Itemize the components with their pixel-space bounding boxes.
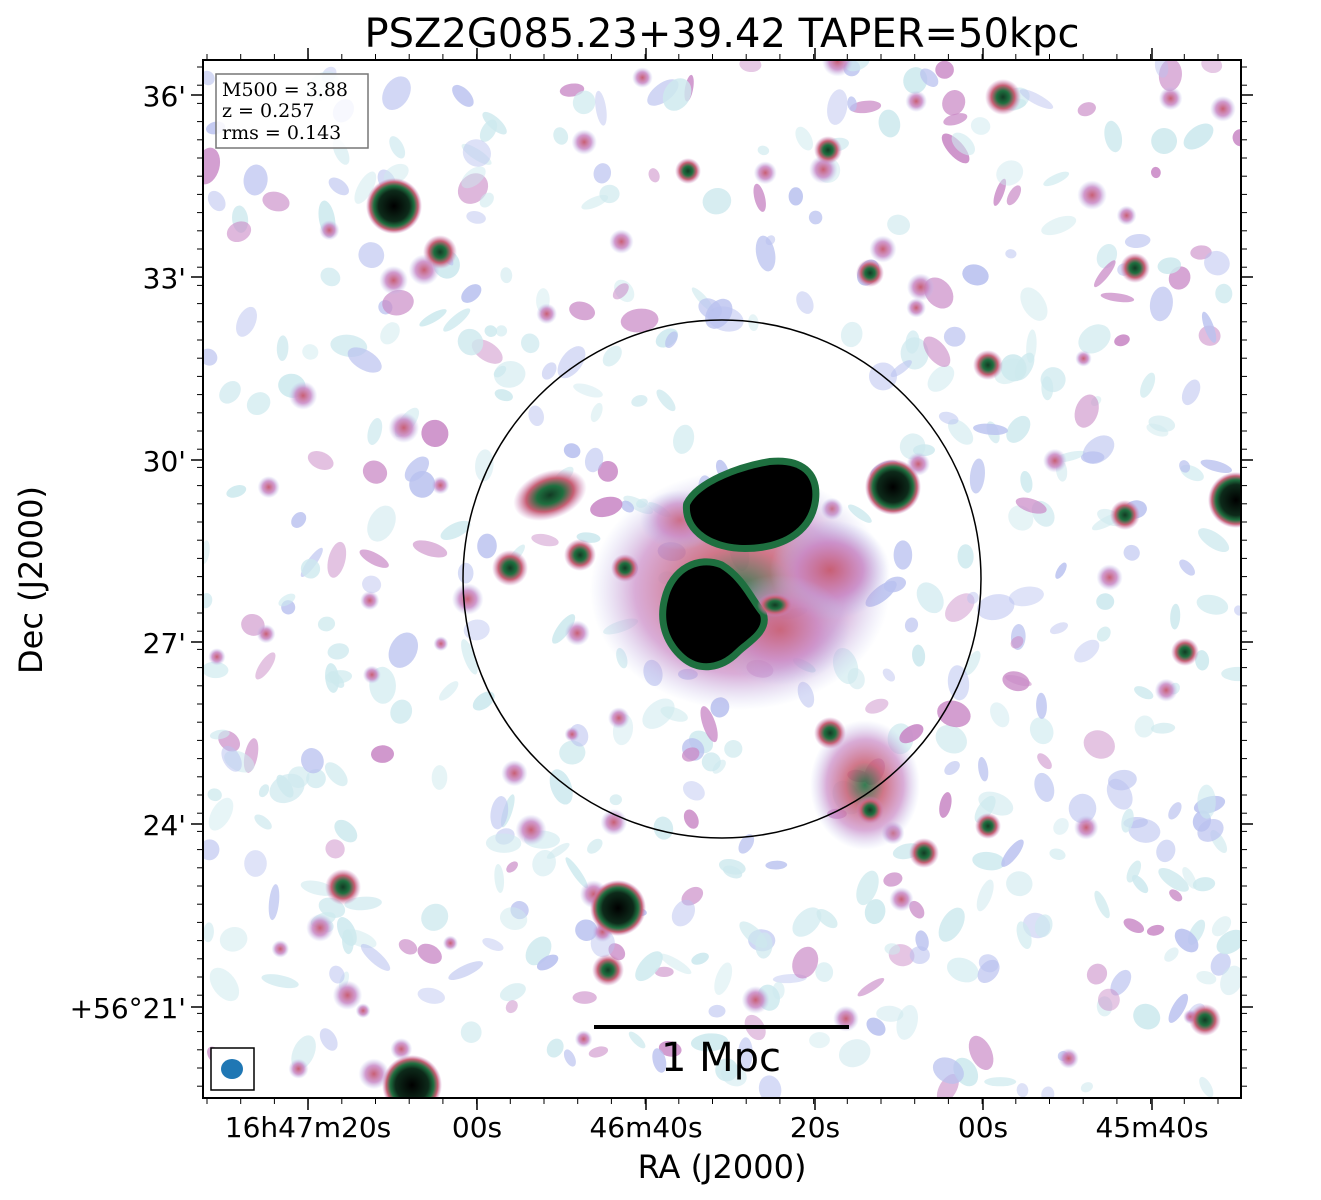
x-axis-label: RA (J2000) bbox=[638, 1148, 807, 1186]
info-redshift: z = 0.257 bbox=[222, 100, 314, 122]
y-tick-label: 33' bbox=[143, 262, 186, 295]
y-tick-labels: 36' 33' 30' 27' 24' +56°21' bbox=[70, 80, 186, 1025]
y-tick-label: 24' bbox=[143, 809, 186, 842]
info-mass: M500 = 3.88 bbox=[222, 79, 348, 101]
x-tick-label: 20s bbox=[790, 1111, 840, 1144]
west-source bbox=[513, 468, 587, 522]
y-tick-label: +56°21' bbox=[70, 992, 186, 1025]
scale-bar-label: 1 Mpc bbox=[661, 1035, 781, 1081]
info-box bbox=[215, 73, 369, 149]
plot-frame bbox=[202, 59, 1242, 1099]
x-tick-labels: 16h47m20s 00s 46m40s 20s 00s 45m40s bbox=[225, 1111, 1209, 1144]
point-sources bbox=[325, 79, 1221, 1036]
compact-source bbox=[366, 178, 422, 234]
y-tick-label: 27' bbox=[143, 627, 186, 660]
y-axis-label: Dec (J2000) bbox=[12, 486, 50, 674]
plot-title: PSZ2G085.23+39.42 TAPER=50kpc bbox=[365, 11, 1080, 57]
central-source-north bbox=[682, 457, 820, 552]
compact-source bbox=[1208, 472, 1241, 528]
axis-ticks bbox=[191, 48, 1253, 1110]
diffuse-emission-south bbox=[810, 720, 920, 850]
compact-source bbox=[382, 1055, 442, 1098]
x-tick-label: 00s bbox=[452, 1111, 502, 1144]
x-tick-label: 16h47m20s bbox=[225, 1111, 392, 1144]
radio-image: 1 Mpc M500 = 3.88 z = 0.257 rms = 0.143 bbox=[203, 60, 1241, 1098]
beam-ellipse bbox=[221, 1059, 243, 1079]
central-source-south bbox=[659, 558, 768, 671]
r500-circle bbox=[462, 319, 982, 839]
compact-source bbox=[590, 880, 646, 936]
compact-source bbox=[865, 459, 921, 515]
y-tick-label: 30' bbox=[143, 445, 186, 478]
x-tick-label: 45m40s bbox=[1095, 1111, 1208, 1144]
y-tick-label: 36' bbox=[143, 80, 186, 113]
x-tick-label: 00s bbox=[958, 1111, 1008, 1144]
info-rms: rms = 0.143 bbox=[222, 122, 341, 144]
x-tick-label: 46m40s bbox=[589, 1111, 702, 1144]
